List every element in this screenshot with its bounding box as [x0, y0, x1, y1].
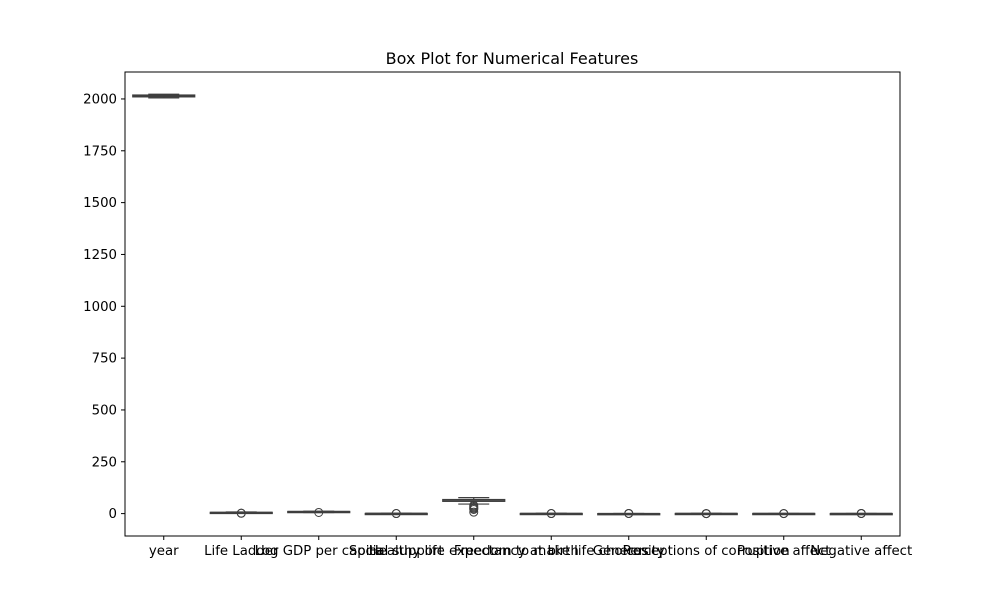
y-tick-label: 750 — [92, 352, 117, 367]
box-2 — [287, 507, 351, 517]
plot-area — [132, 93, 893, 519]
outlier-point — [701, 509, 711, 519]
x-tick-label: Social support — [349, 544, 444, 559]
outlier-point — [546, 509, 556, 519]
outlier-point — [236, 508, 246, 518]
x-tick-label: Log GDP per capita — [255, 544, 383, 559]
box-5 — [519, 509, 583, 519]
outlier-point — [314, 507, 324, 517]
outlier-point — [469, 504, 479, 514]
outlier-point — [469, 507, 479, 517]
x-tick-label: year — [149, 544, 179, 559]
box-8 — [752, 509, 816, 519]
chart-title: Box Plot for Numerical Features — [386, 49, 639, 68]
outlier-point — [779, 509, 789, 519]
box-3 — [364, 509, 428, 519]
y-tick-label: 1500 — [83, 196, 117, 211]
y-tick-label: 500 — [92, 403, 117, 418]
y-tick-label: 0 — [109, 507, 117, 522]
box-1 — [209, 508, 273, 518]
x-tick-label: Life Ladder — [204, 544, 279, 559]
box-7 — [674, 509, 738, 519]
box-9 — [829, 508, 893, 518]
x-tick-label: Perceptions of corruption — [623, 544, 790, 559]
x-tick-label: Positive affect — [737, 544, 831, 559]
y-tick-label: 250 — [92, 455, 117, 470]
box-0 — [132, 93, 196, 99]
x-tick-label: Healthy life expectancy at birth — [369, 544, 579, 559]
box-4 — [442, 497, 506, 517]
y-axis: 0 250 500 750 1000 1250 1500 1750 2000 — [83, 92, 125, 522]
y-tick-label: 1000 — [83, 300, 117, 315]
x-tick-label: Freedom to make life choices — [454, 544, 649, 559]
outlier-point — [391, 509, 401, 519]
outlier-point — [624, 508, 634, 518]
y-tick-label: 1250 — [83, 248, 117, 263]
y-tick-label: 1750 — [83, 144, 117, 159]
x-tick-label: Negative affect — [810, 544, 912, 559]
box-6 — [597, 508, 661, 519]
x-tick-label: Generosity — [593, 544, 665, 559]
y-tick-label: 2000 — [83, 92, 117, 107]
outlier-point — [856, 508, 866, 518]
plot-frame — [124, 71, 901, 537]
